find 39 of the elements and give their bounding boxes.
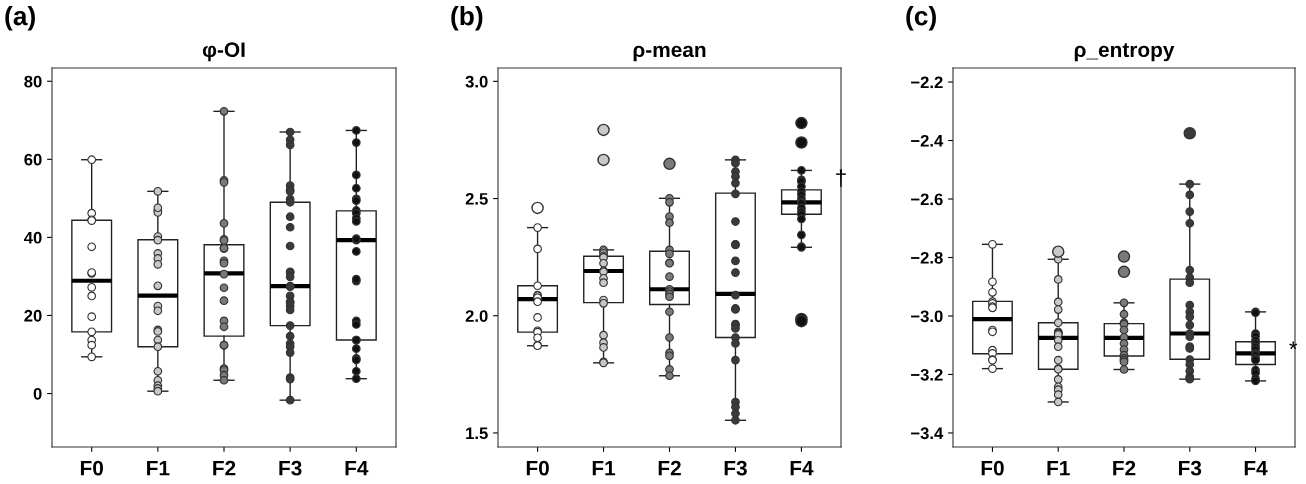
y-tick-label: 60 bbox=[24, 153, 42, 166]
x-tick-label: F1 bbox=[147, 460, 170, 476]
y-tick-label: 80 bbox=[24, 75, 42, 88]
y-tick-label: −2.8 bbox=[911, 251, 943, 264]
x-tick-label: F3 bbox=[279, 460, 302, 476]
x-tick-label: F3 bbox=[1179, 460, 1202, 476]
x-tick-label: F4 bbox=[1244, 460, 1268, 476]
y-tick-label: 0 bbox=[33, 387, 42, 400]
y-tick-label: −2.2 bbox=[911, 76, 943, 89]
x-tick-label: F2 bbox=[658, 460, 681, 476]
x-tick-label: F4 bbox=[345, 460, 369, 476]
y-tick-label: −3.0 bbox=[911, 310, 943, 323]
chart-title: ρ_entropy bbox=[1074, 43, 1175, 62]
chart-title: φ-OI bbox=[202, 42, 245, 62]
y-tick-label: 2.0 bbox=[465, 310, 488, 322]
y-tick-label: −3.4 bbox=[911, 427, 944, 440]
x-tick-label: F1 bbox=[1047, 460, 1070, 476]
x-tick-label: F0 bbox=[526, 460, 549, 476]
x-tick-label: F3 bbox=[724, 460, 747, 476]
x-tick-label: F2 bbox=[213, 460, 236, 476]
annotation: † bbox=[836, 169, 846, 188]
y-tick-label: 1.5 bbox=[466, 427, 488, 440]
x-tick-label: F1 bbox=[592, 460, 616, 476]
x-tick-label: F4 bbox=[790, 460, 814, 476]
y-tick-label: −2.6 bbox=[911, 193, 943, 206]
y-tick-label: 40 bbox=[23, 231, 42, 244]
x-tick-label: F2 bbox=[1113, 460, 1136, 476]
y-tick-label: −3.2 bbox=[911, 368, 943, 381]
chart-title: ρ-mean bbox=[633, 45, 706, 62]
y-tick-label: 20 bbox=[24, 309, 42, 322]
text: (c) bbox=[906, 6, 936, 31]
x-tick-label: F0 bbox=[981, 460, 1004, 476]
y-tick-label: 3.0 bbox=[465, 75, 488, 88]
text: (b) bbox=[451, 6, 483, 31]
x-tick-label: F0 bbox=[80, 460, 103, 476]
y-tick-label: −2.4 bbox=[911, 134, 944, 147]
y-tick-label: 2.5 bbox=[465, 192, 488, 205]
text: (a) bbox=[5, 6, 35, 31]
annotation: * bbox=[1289, 341, 1298, 350]
